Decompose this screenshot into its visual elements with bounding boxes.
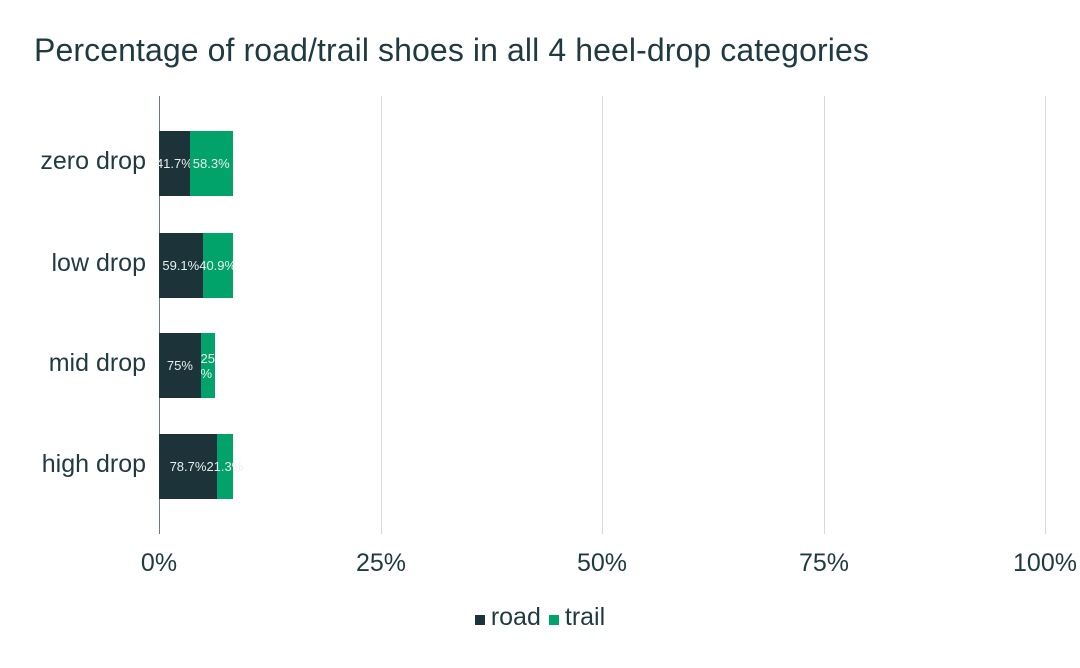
category-label: high drop [41, 450, 146, 478]
bar-segment-road: 59.1% [159, 233, 203, 298]
x-tick-label: 0% [140, 549, 178, 577]
chart-title: Percentage of road/trail shoes in all 4 … [34, 32, 869, 68]
category-label: zero drop [40, 147, 146, 175]
category-label: low drop [51, 249, 147, 277]
y-axis-line [159, 96, 160, 534]
legend-label: road [490, 603, 541, 631]
x-tick-label: 25% [355, 549, 407, 577]
bar-zero-drop: 41.7% 58.3% [156, 131, 233, 196]
bar-segment-trail: 21.3% [206, 434, 243, 499]
legend: road trail [0, 603, 1080, 632]
bar-segment-road: 78.7% [159, 434, 218, 499]
legend-label: trail [564, 603, 606, 631]
gridline-25 [381, 96, 382, 534]
gridline-75 [824, 96, 825, 534]
bar-mid-drop: 75% 25 % [159, 333, 215, 398]
plot-area: 41.7% 58.3% 59.1% 40.9% 75% 25 % 78.7% 2… [156, 96, 1046, 534]
bar-segment-road: 41.7% [156, 131, 193, 196]
bar-segment-trail: 58.3% [189, 131, 233, 196]
trail-swatch-icon [548, 614, 559, 625]
gridline-50 [602, 96, 603, 534]
bar-segment-road: 75% [159, 333, 201, 398]
bar-low-drop: 59.1% 40.9% [159, 233, 236, 298]
x-tick-label: 50% [576, 549, 628, 577]
legend-item-road[interactable]: road [474, 603, 541, 632]
x-tick-label: 75% [798, 549, 850, 577]
bar-segment-trail: 25 % [200, 333, 215, 398]
legend-item-trail[interactable]: trail [548, 603, 606, 632]
category-label: mid drop [48, 349, 146, 377]
x-tick-label: 100% [1013, 549, 1077, 577]
road-swatch-icon [474, 614, 485, 625]
bar-high-drop: 78.7% 21.3% [159, 434, 243, 499]
gridline-100 [1045, 96, 1046, 534]
bar-segment-trail: 40.9% [199, 233, 236, 298]
